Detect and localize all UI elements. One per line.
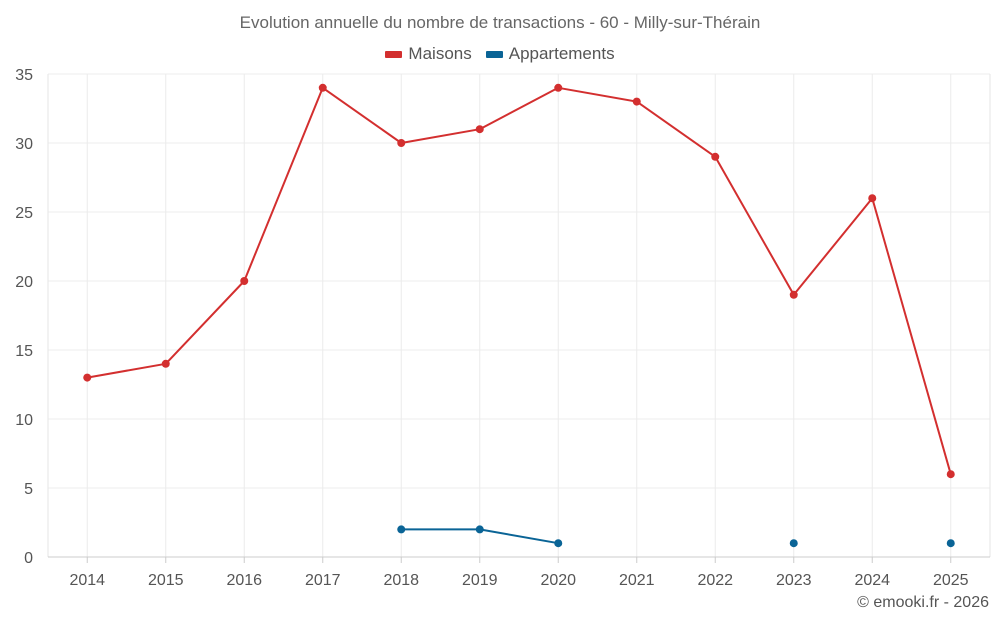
x-tick-label: 2023: [776, 572, 812, 589]
legend-item-maisons[interactable]: Maisons: [385, 44, 472, 64]
y-tick-label: 35: [15, 67, 33, 84]
data-point-maisons: [240, 277, 249, 285]
legend-label-maisons: Maisons: [408, 44, 472, 63]
y-tick-label: 0: [24, 550, 33, 567]
credit: © emooki.fr - 2026: [857, 594, 989, 611]
x-tick-label: 2021: [619, 572, 655, 589]
data-point-appartements: [946, 539, 955, 548]
x-tick-label: 2016: [226, 572, 262, 589]
data-point-appartements: [789, 539, 798, 548]
y-tick-label: 10: [15, 412, 33, 429]
x-tick-label: 2020: [540, 572, 576, 589]
x-tick-label: 2022: [697, 572, 733, 589]
y-tick-label: 20: [15, 274, 33, 291]
x-tick-label: 2014: [69, 572, 105, 589]
x-tick-label: 2025: [933, 572, 969, 589]
chart-title: Evolution annuelle du nombre de transact…: [239, 13, 761, 32]
data-point-maisons: [161, 359, 170, 368]
data-point-maisons: [946, 470, 955, 479]
data-point-maisons: [789, 290, 798, 299]
data-point-maisons: [318, 83, 327, 92]
legend: Maisons Appartements: [0, 44, 1000, 64]
grid: [47, 73, 991, 557]
x-tick-label: 2018: [383, 572, 419, 589]
series-line-maisons: [87, 86, 952, 475]
x-tick-label: 2017: [305, 572, 341, 589]
data-point-appartements: [475, 525, 484, 534]
legend-item-appartements[interactable]: Appartements: [485, 44, 615, 64]
series: [83, 83, 955, 548]
y-tick-label: 15: [15, 343, 33, 360]
y-tick-label: 30: [15, 136, 33, 153]
data-point-maisons: [711, 152, 720, 161]
legend-swatch-appartements: [485, 50, 503, 58]
y-tick-label: 25: [15, 205, 33, 222]
data-point-maisons: [475, 125, 484, 134]
x-tick-label: 2015: [148, 572, 184, 589]
data-point-maisons: [554, 83, 563, 92]
data-point-appartements: [397, 525, 406, 534]
x-tick-label: 2019: [462, 572, 498, 589]
data-point-maisons: [397, 139, 406, 147]
data-point-appartements: [554, 539, 563, 548]
data-point-maisons: [868, 194, 877, 203]
data-point-maisons: [83, 373, 92, 382]
data-point-maisons: [632, 97, 641, 106]
legend-label-appartements: Appartements: [508, 44, 615, 63]
x-tick-label: 2024: [854, 572, 890, 589]
legend-swatch-maisons: [385, 50, 403, 58]
y-tick-label: 5: [24, 481, 33, 498]
